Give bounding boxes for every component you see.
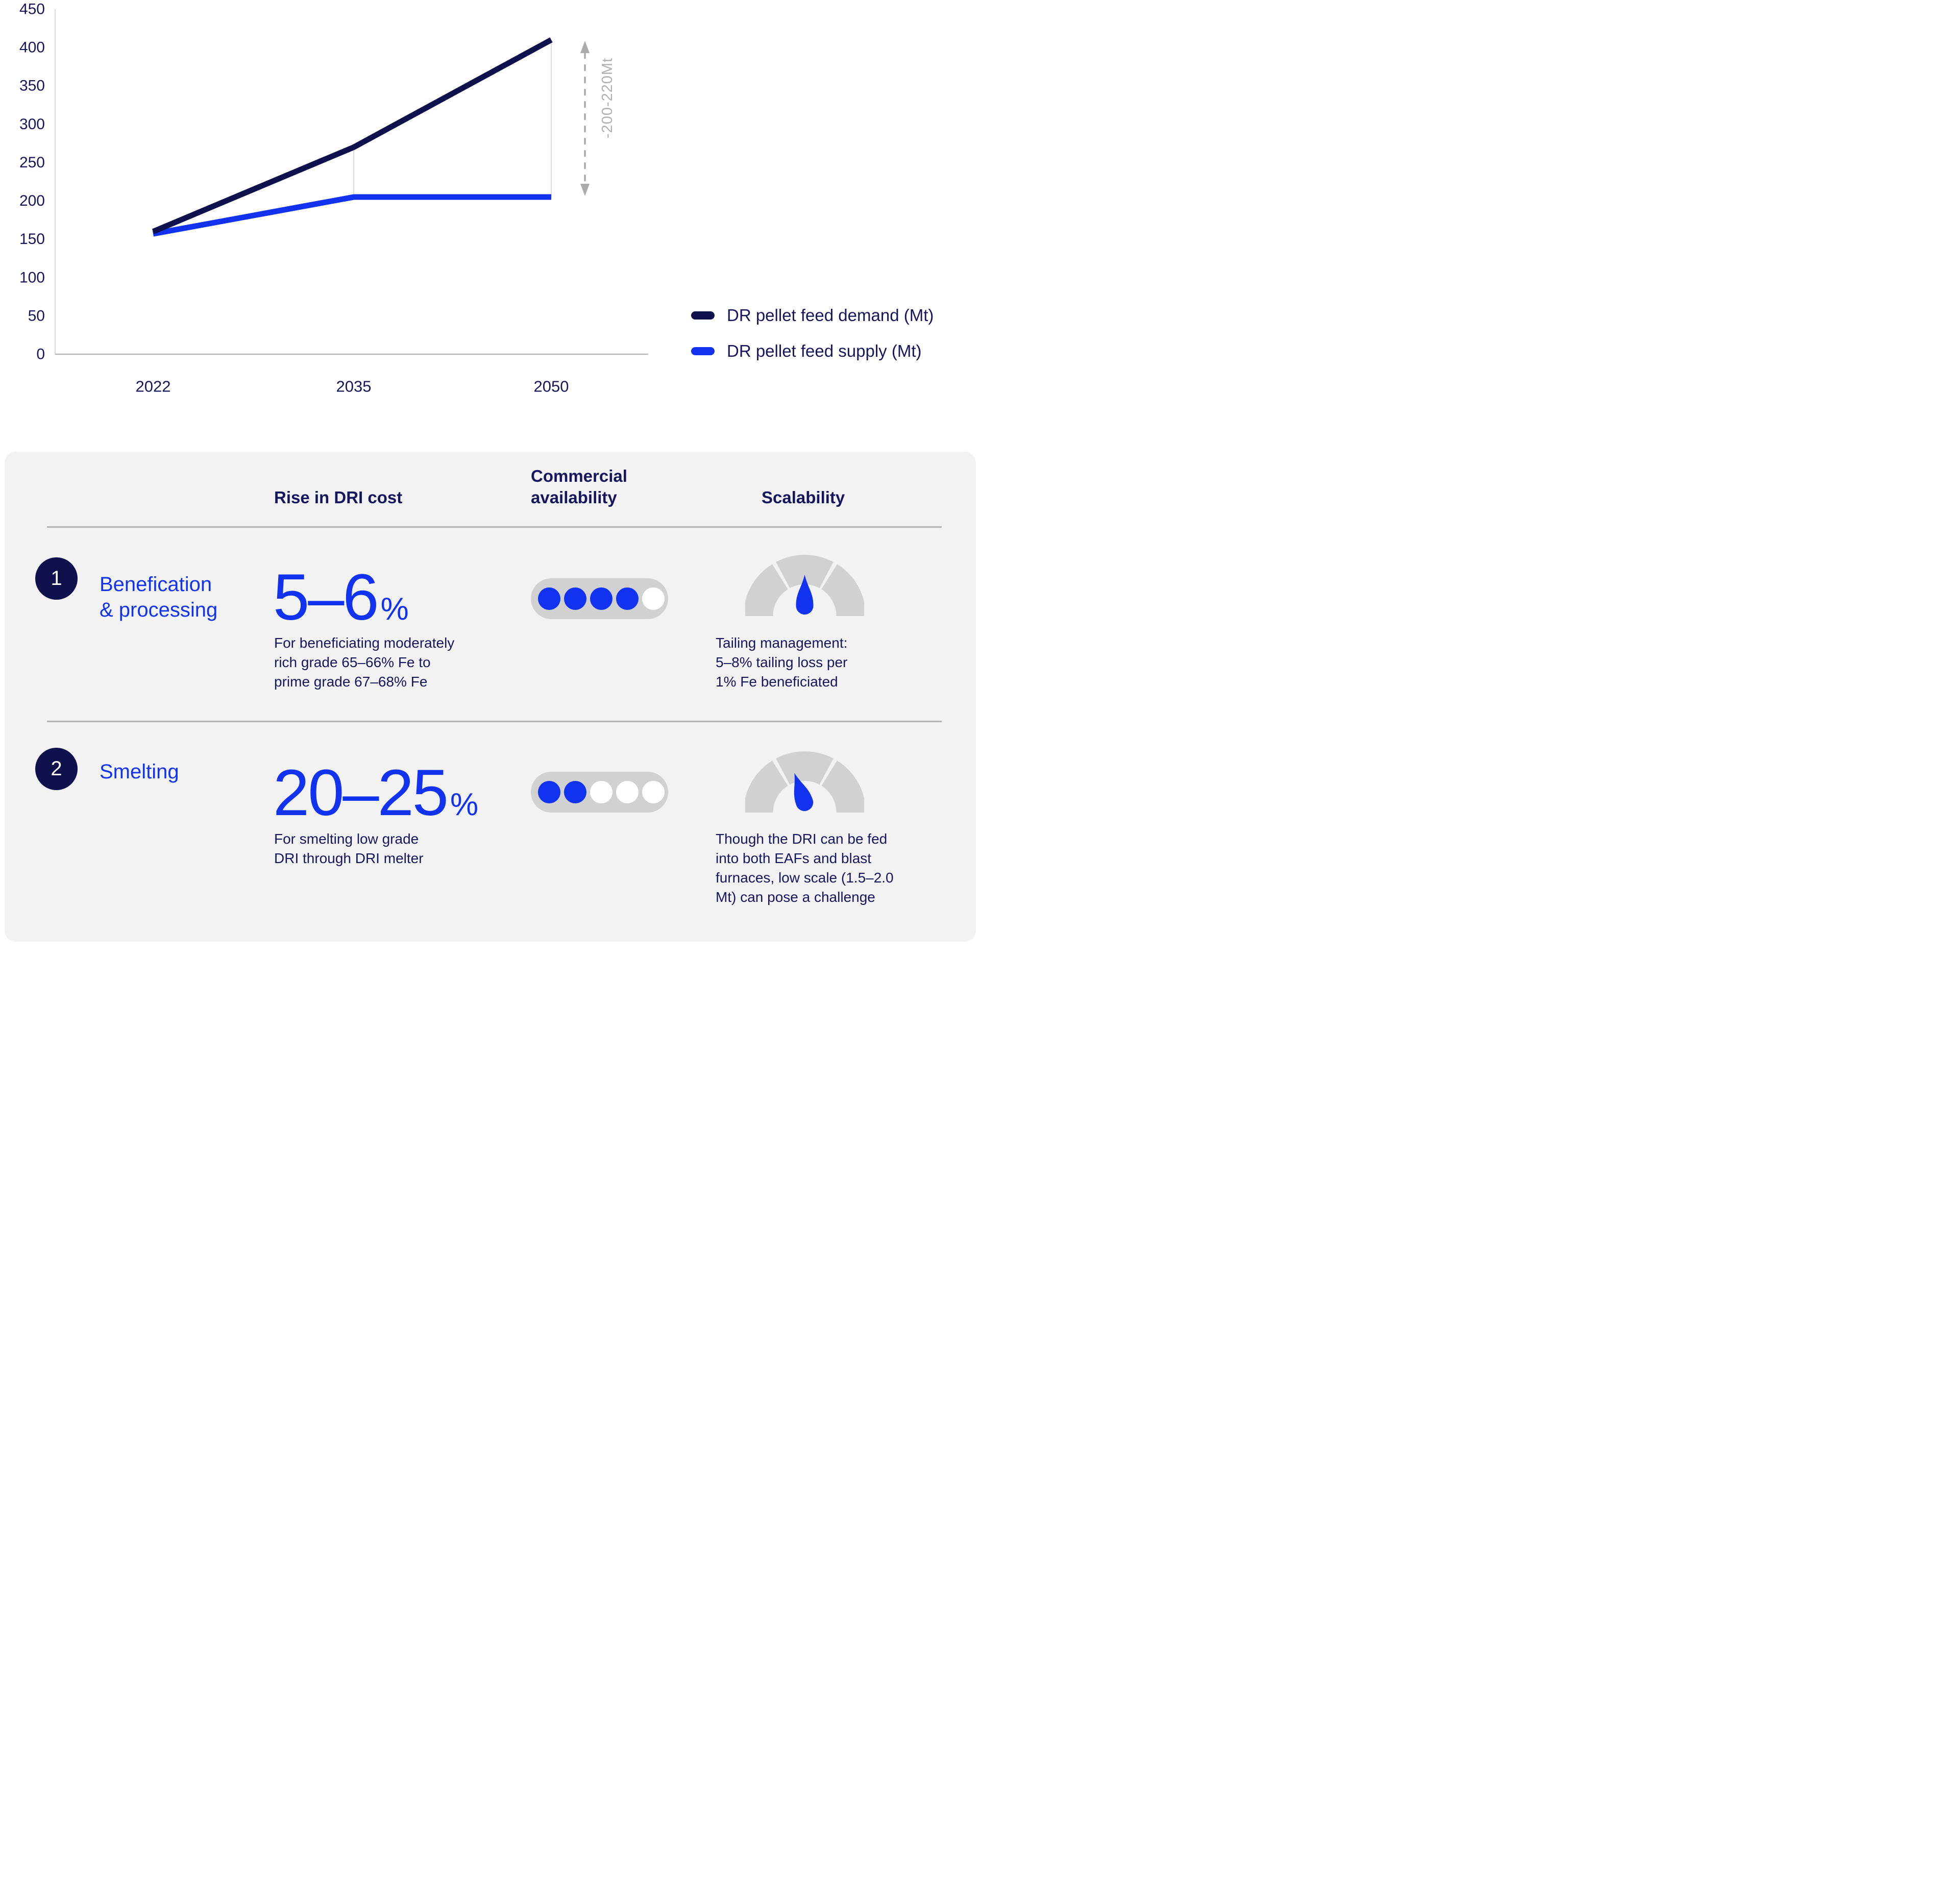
rise-value-number: 20–25 [273, 756, 449, 829]
row-number: 1 [51, 567, 62, 590]
gauge-segment [821, 760, 866, 813]
gauge-icon [743, 750, 866, 813]
gauge-segment [743, 564, 788, 616]
gauge-segment [776, 751, 834, 785]
svg-text:2050: 2050 [534, 377, 569, 395]
gauge-icon [743, 554, 866, 616]
scalability-description: Though the DRI can be fed into both EAFs… [716, 831, 894, 905]
availability-meter [531, 772, 668, 813]
rise-description: For beneficiating moderately rich grade … [274, 635, 455, 690]
availability-dot-filled [564, 587, 586, 610]
row-label-benefication: Benefication & processing [100, 573, 218, 621]
svg-text:150: 150 [19, 231, 45, 248]
svg-text:300: 300 [19, 116, 45, 133]
availability-dot-filled [538, 781, 560, 803]
legend-label-supply: DR pellet feed supply (Mt) [727, 341, 922, 360]
availability-dot-filled [590, 587, 612, 610]
row-label-smelting: Smelting [100, 760, 179, 783]
gauge-needle [794, 773, 814, 812]
legend-label-demand: DR pellet feed demand (Mt) [727, 306, 934, 325]
rise-value-unit: % [450, 787, 479, 822]
gap-connectors [353, 40, 552, 198]
svg-text:0: 0 [36, 346, 45, 363]
rise-value: 20–25% [273, 760, 478, 826]
legend-item-supply: DR pellet feed supply (Mt) [691, 340, 934, 362]
svg-text:350: 350 [19, 78, 45, 94]
svg-text:250: 250 [19, 154, 45, 171]
chart-axes: 0 50 100 150 200 250 300 350 400 450 2022 2035 2050 [19, 1, 648, 395]
column-header-scalability: Scalability [762, 488, 845, 507]
availability-dot-filled [564, 781, 586, 803]
rise-value-unit: % [380, 592, 409, 627]
chart-svg: 0 50 100 150 200 250 300 350 400 450 2022 2035 2050 -… [19, 1, 648, 395]
supply-line-marker-icon [691, 347, 715, 355]
availability-dot-empty [590, 781, 612, 803]
svg-text:400: 400 [19, 39, 45, 56]
svg-text:100: 100 [19, 269, 45, 286]
series-line [153, 194, 551, 237]
gauge-segment [743, 760, 788, 813]
svg-text:200: 200 [19, 192, 45, 209]
gauge-segment [821, 564, 866, 616]
chart-legend: DR pellet feed demand (Mt) DR pellet fee… [691, 304, 934, 362]
legend-item-demand: DR pellet feed demand (Mt) [691, 304, 934, 327]
availability-meter [531, 578, 668, 619]
svg-text:2035: 2035 [336, 377, 372, 395]
supply-demand-chart: 0 50 100 150 200 250 300 350 400 450 2022 2035 2050 -… [0, 0, 980, 439]
availability-dot-empty [616, 781, 639, 803]
rise-value: 5–6% [273, 565, 409, 630]
header-divider [47, 526, 942, 528]
availability-dot-filled [538, 587, 560, 610]
row-number-badge: 1 [35, 557, 78, 600]
svg-text:450: 450 [19, 1, 45, 18]
rise-description: For smelting low grade DRI through DRI m… [274, 831, 424, 866]
infographic-page: 0 50 100 150 200 250 300 350 400 450 2022 2035 2050 -… [0, 0, 980, 945]
availability-dot-empty [642, 781, 665, 803]
row-number: 2 [51, 757, 62, 780]
row-number-badge: 2 [35, 748, 78, 790]
availability-dot-filled [616, 587, 639, 610]
svg-text:-200-220Mt: -200-220Mt [599, 58, 616, 138]
svg-text:2022: 2022 [136, 377, 171, 395]
comparison-table-panel: Rise in DRI cost Commercial availability… [5, 452, 976, 942]
row-divider [47, 721, 942, 722]
column-header-rise-in-dri-cost: Rise in DRI cost [274, 488, 403, 507]
rise-value-number: 5–6 [273, 561, 379, 634]
column-header-commercial-availability: Commercial availability [531, 467, 627, 507]
availability-dot-empty [642, 587, 665, 610]
gauge-needle [796, 575, 814, 615]
gap-annotation: -200-220Mt [580, 41, 616, 197]
scalability-description: Tailing management: 5–8% tailing loss pe… [716, 635, 848, 690]
demand-line-marker-icon [691, 311, 715, 320]
series-line [152, 37, 553, 234]
gauge-segment [776, 555, 834, 588]
svg-text:50: 50 [28, 307, 45, 324]
